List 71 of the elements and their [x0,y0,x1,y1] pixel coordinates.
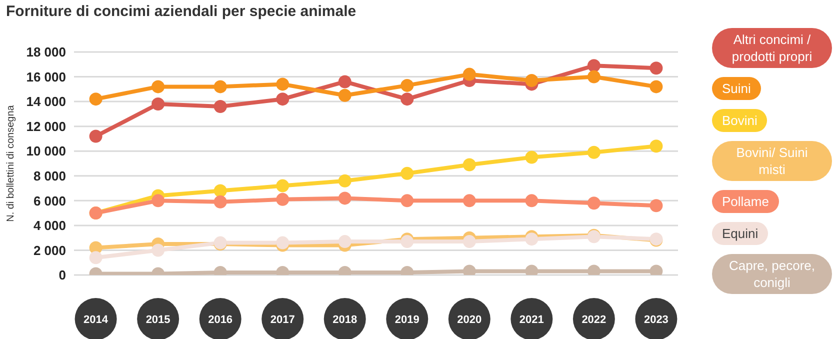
point [587,59,600,72]
point [276,236,290,250]
point [587,146,600,159]
x-tick-label: 2015 [146,314,170,326]
y-tick-label: 14 000 [26,94,66,110]
text: Pollame [712,190,779,213]
point [587,70,600,84]
x-tick-label: 2017 [270,314,295,326]
point [400,194,414,208]
x-tick-label: 2018 [332,314,358,326]
point [462,235,476,248]
y-tick-label: 10 000 [26,144,66,159]
text: Equini [712,222,768,245]
point [214,195,227,208]
point [214,100,227,114]
x-tick-label: 2021 [519,314,544,326]
y-tick-label: 2 000 [33,242,66,258]
point [400,92,414,106]
point [650,140,663,153]
point [650,199,663,212]
x-tick-label: 2019 [394,314,420,326]
point [276,92,290,106]
point [400,235,414,248]
y-tick-label: 12 000 [26,118,66,134]
y-tick-label: 4 000 [33,218,66,234]
y-axis-title: N. di bollettini di consegna [6,104,17,222]
point [152,98,165,111]
y-tick-label: 0 [58,268,66,283]
point [400,78,414,92]
x-tick-label: 2020 [457,314,482,326]
point [400,166,414,180]
point [338,75,352,88]
point [587,196,600,210]
point [525,232,538,246]
point [89,92,102,106]
text: Capre, pecore, conigli [712,254,832,294]
point [89,130,102,143]
point [152,194,165,208]
point [89,251,102,264]
point [276,179,290,192]
point [214,80,227,94]
point [276,192,290,206]
y-tick-label: 8 000 [33,168,66,184]
point [462,158,476,172]
y-tick-label: 6 000 [33,193,66,208]
point [338,235,352,248]
text: Altri concimi / prodotti propri [712,28,832,68]
point [525,150,538,164]
y-tick-label: 16 000 [26,69,66,84]
x-tick-label: 2023 [644,314,668,326]
text: Bovini/ Suini misti [712,141,832,181]
y-tick-label: 18 000 [26,44,66,60]
point [525,74,538,87]
x-tick-label: 2014 [84,314,109,326]
text: Suini [712,77,761,100]
point [338,174,352,188]
point [152,244,165,257]
point [462,68,476,81]
x-tick-label: 2022 [582,314,606,326]
point [214,184,227,198]
point [525,194,538,208]
point [650,80,663,94]
point [650,62,663,75]
point [462,194,476,208]
text: Bovini [712,109,768,132]
point [338,192,352,205]
point [276,78,290,91]
point [338,88,352,102]
x-tick-label: 2016 [208,314,233,326]
point [152,80,165,94]
chart-title: Forniture di concimi aziendali per specie animale [6,3,356,20]
